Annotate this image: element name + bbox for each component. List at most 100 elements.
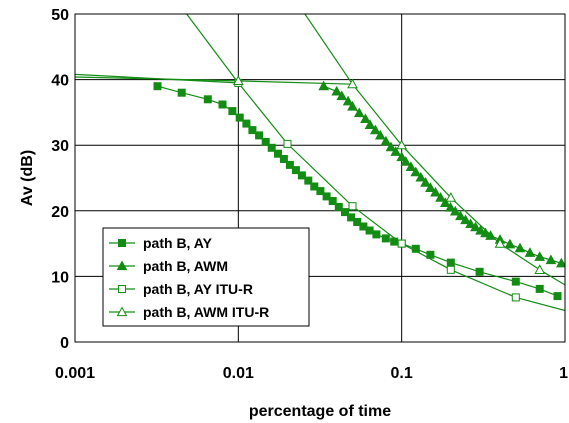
data-point-0-14: [291, 166, 300, 175]
data-point-2-1: [283, 139, 292, 148]
data-point-0-15: [297, 171, 306, 180]
extension-lines: [75, 14, 565, 312]
data-point-1-16: [410, 166, 422, 177]
y-tick-label: 20: [51, 204, 69, 221]
data-point-1-36: [534, 251, 546, 261]
data-point-1-1: [331, 85, 343, 96]
series-line-2: [237, 82, 517, 298]
y-tick-label: 10: [51, 269, 69, 286]
legend-item: path B, AWM ITU-R: [109, 304, 269, 320]
x-tick-label: 0.001: [55, 365, 95, 382]
data-point-0-37: [553, 292, 562, 301]
data-point-0-10: [267, 143, 276, 152]
extension-line-2: [185, 14, 239, 84]
data-point-1-15: [405, 161, 417, 171]
data-point-1-12: [390, 146, 402, 156]
legend-marker: [118, 239, 126, 247]
x-axis-label: percentage of time: [249, 403, 391, 420]
y-tick-label: 0: [60, 335, 69, 352]
data-point-1-33: [504, 238, 516, 249]
legend-box: [102, 227, 310, 327]
data-point-1-3: [342, 95, 354, 106]
legend-label: path B, AY: [143, 235, 213, 251]
data-point-1-27: [465, 218, 476, 229]
data-point-0-17: [310, 182, 319, 191]
legend-item: path B, AY: [109, 235, 213, 251]
data-point-0-28: [381, 234, 390, 243]
data-point-0-9: [261, 137, 270, 146]
data-point-1-19: [425, 182, 436, 192]
data-point-0-18: [316, 187, 325, 196]
data-point-1-24: [449, 205, 461, 216]
data-point-0-13: [285, 160, 294, 169]
data-point-3-4: [494, 238, 506, 248]
legend-item: path B, AWM: [109, 258, 228, 274]
data-point-1-10: [380, 135, 392, 146]
data-point-1-6: [360, 113, 371, 124]
legend-label: path B, AWM ITU-R: [143, 304, 269, 320]
data-point-1-26: [460, 214, 471, 225]
data-point-0-27: [372, 230, 381, 239]
data-point-0-0: [153, 82, 162, 91]
data-point-0-5: [235, 113, 244, 122]
data-point-1-2: [336, 90, 348, 101]
y-tick-label: 30: [51, 138, 69, 155]
data-point-1-34: [514, 242, 526, 253]
data-point-1-9: [374, 129, 386, 140]
series-3: [232, 75, 546, 274]
plot-frame: [74, 13, 566, 343]
data-point-2-4: [446, 265, 455, 274]
data-point-0-12: [279, 155, 288, 163]
data-point-1-28: [470, 221, 481, 232]
data-point-0-35: [511, 277, 520, 286]
data-point-1-35: [524, 247, 536, 257]
data-point-0-3: [218, 100, 227, 109]
extension-line-1: [75, 76, 239, 82]
tick-labels: 0 10 20 30 40 50 0.001 0.01 0.1 1: [51, 7, 568, 382]
data-point-1-8: [369, 124, 381, 135]
legend-label: path B, AY ITU-R: [143, 281, 253, 297]
legend-marker: [118, 285, 126, 293]
data-point-1-20: [430, 186, 441, 197]
data-point-1-0: [318, 80, 330, 91]
data-point-1-25: [455, 210, 466, 221]
data-point-2-5: [511, 293, 520, 302]
legend: path B, AY path B, AWM path B, AY ITU-R pat…: [102, 227, 310, 327]
data-point-1-17: [415, 171, 427, 182]
data-point-3-1: [347, 78, 358, 89]
data-point-3-2: [396, 139, 408, 150]
data-point-0-22: [341, 208, 349, 217]
legend-marker: [116, 260, 128, 271]
data-point-1-7: [364, 119, 376, 129]
series-0: [153, 82, 562, 301]
data-point-0-7: [248, 126, 257, 135]
data-point-0-19: [322, 192, 331, 201]
data-point-1-14: [400, 156, 412, 166]
plot-border: [74, 13, 566, 343]
data-point-1-5: [353, 107, 365, 118]
data-point-1-38: [556, 257, 565, 268]
y-tick-label: 50: [51, 7, 69, 24]
data-point-1-18: [420, 177, 431, 187]
extension-line-3: [304, 14, 353, 85]
data-point-2-2: [348, 202, 357, 211]
series-line-3: [238, 80, 541, 271]
data-point-0-26: [365, 226, 374, 235]
data-point-1-13: [396, 151, 408, 162]
legend-item: path B, AY ITU-R: [109, 281, 253, 297]
data-point-0-11: [274, 149, 282, 158]
data-point-0-4: [228, 107, 237, 116]
series-2: [234, 78, 520, 302]
data-point-1-37: [545, 254, 557, 265]
data-point-2-3: [397, 239, 406, 248]
data-point-1-23: [445, 201, 456, 212]
data-point-3-5: [534, 264, 546, 274]
extension-line-4: [515, 296, 565, 312]
y-tick-label: 40: [51, 73, 69, 90]
data-point-0-34: [475, 267, 484, 276]
x-tick-label: 0.01: [223, 365, 254, 382]
x-tick-label: 1: [559, 365, 568, 382]
data-point-0-2: [203, 95, 212, 104]
data-point-1-21: [435, 192, 446, 202]
